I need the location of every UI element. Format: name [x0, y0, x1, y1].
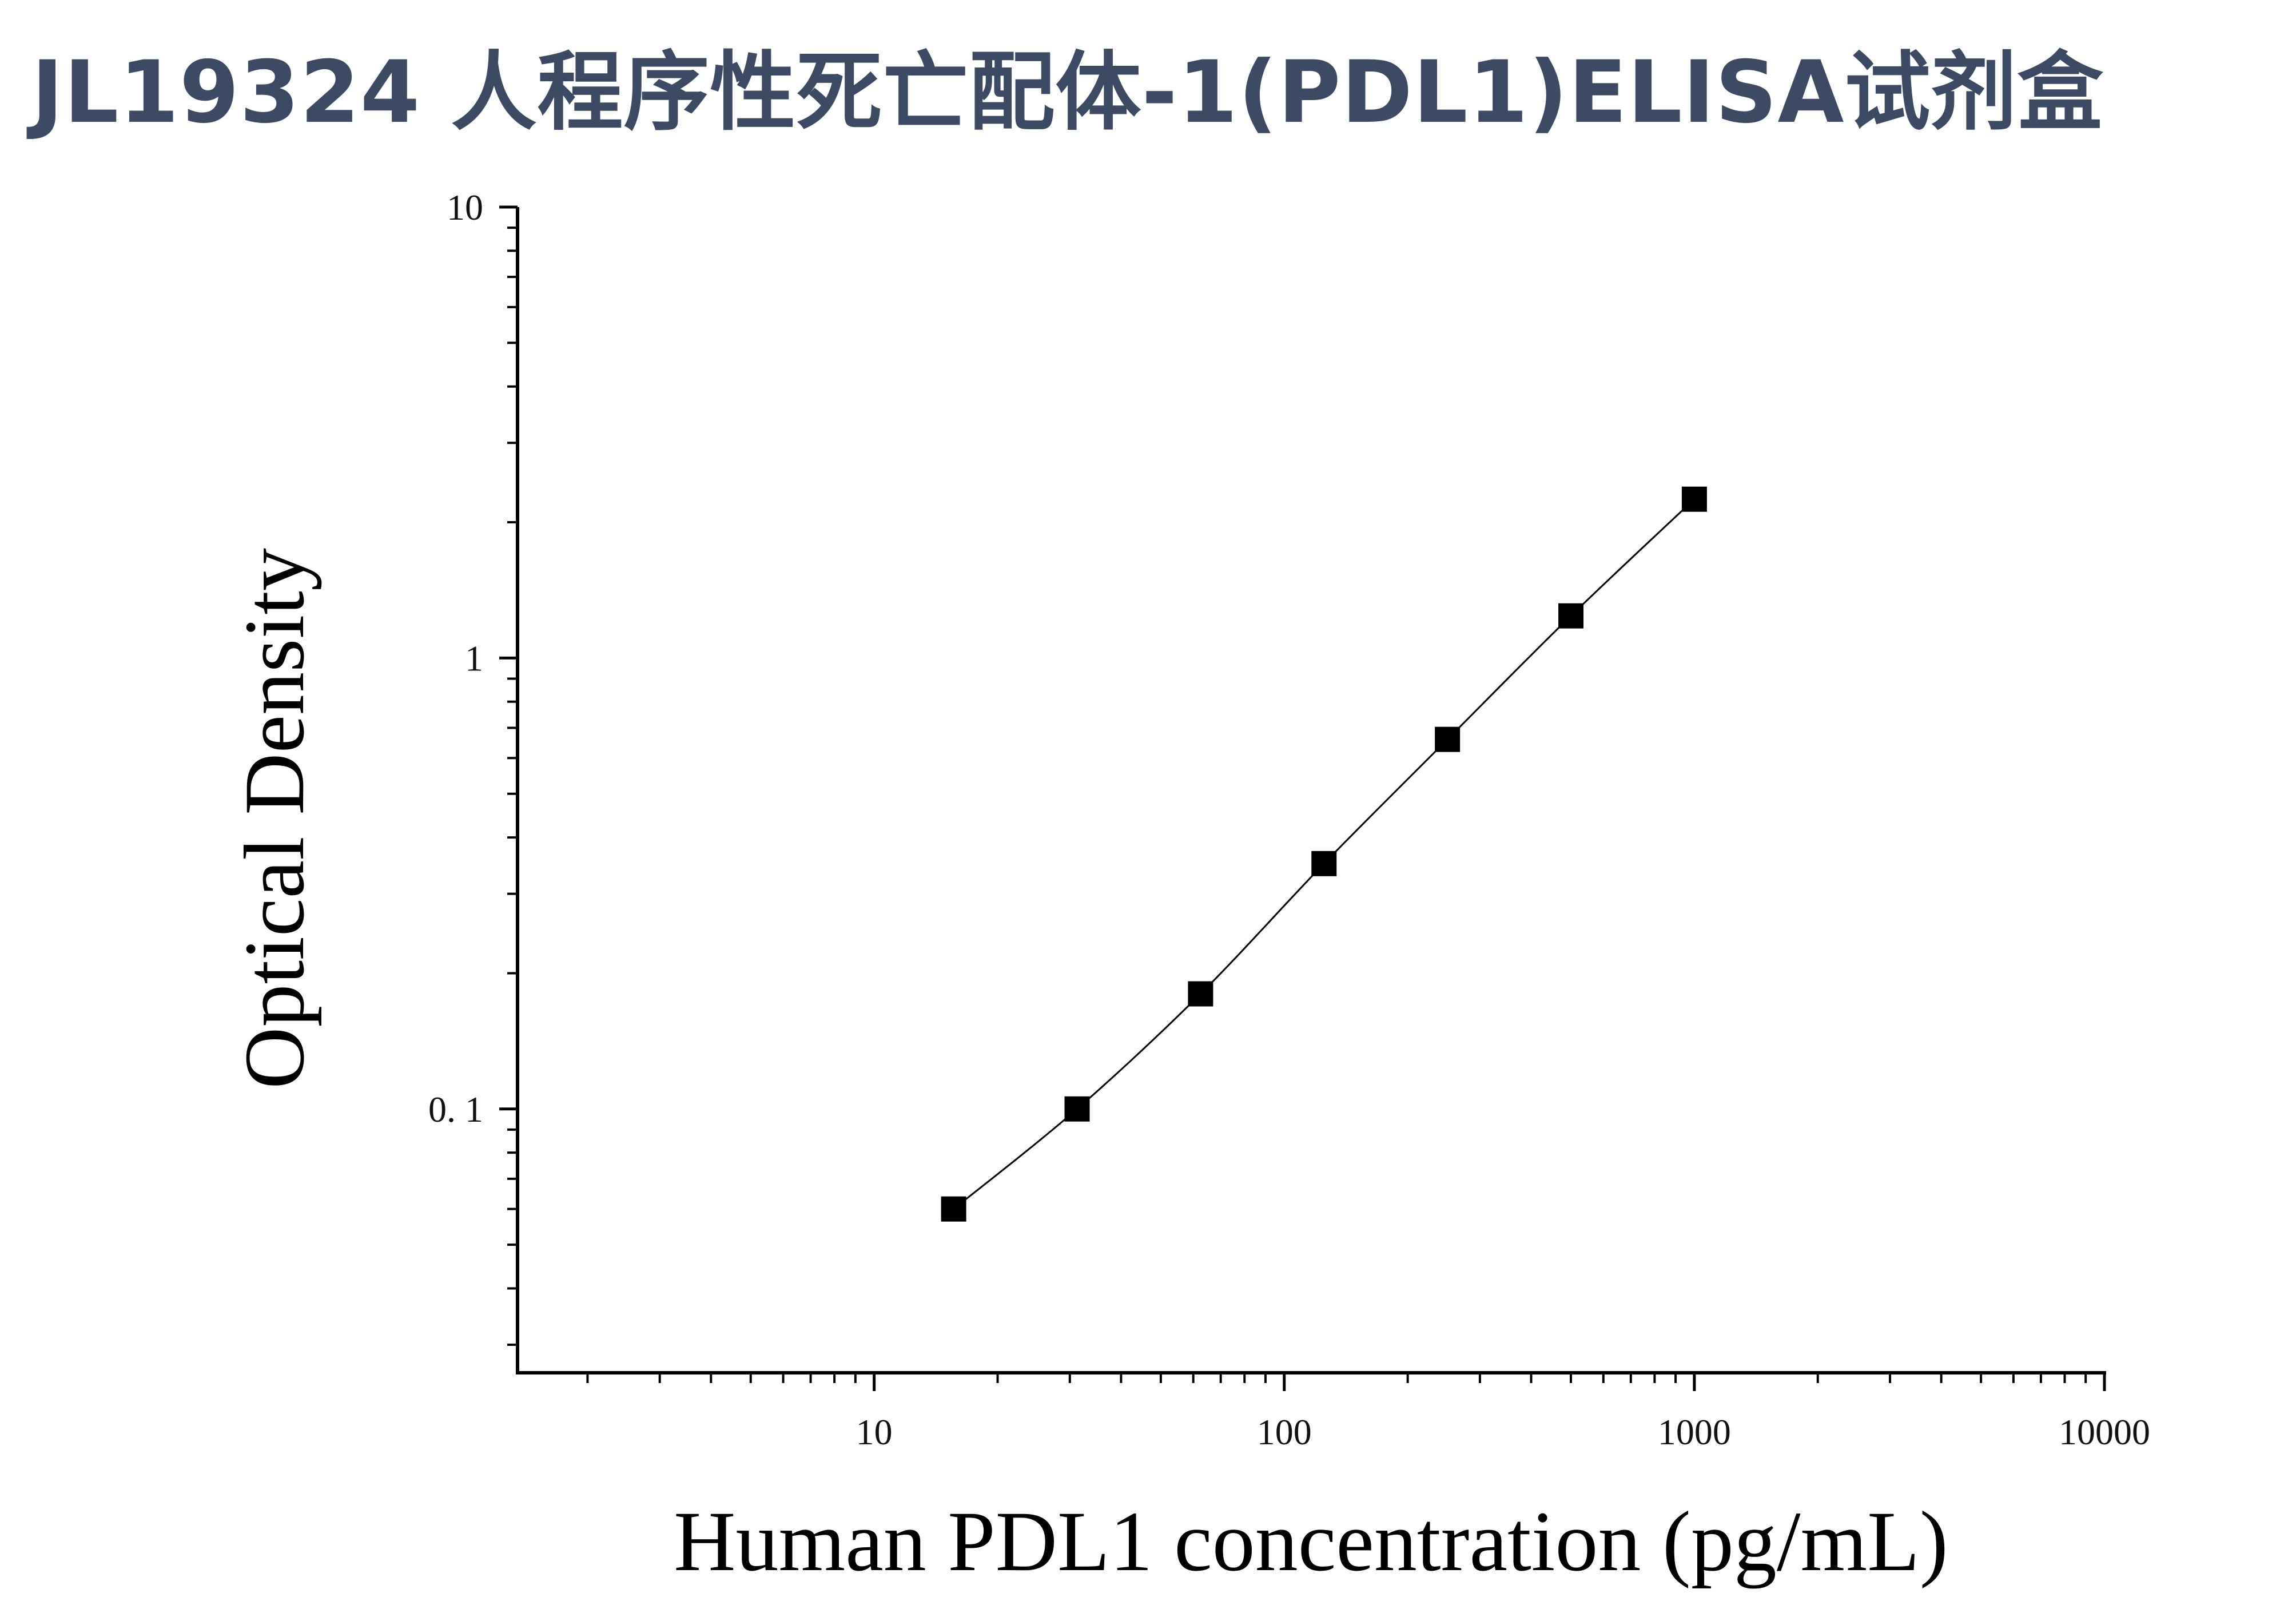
data-point: [1681, 486, 1707, 512]
y-tick-label: 0. 1: [428, 1089, 483, 1130]
data-point: [1188, 981, 1213, 1007]
data-point: [1311, 851, 1337, 876]
data-point: [1064, 1096, 1090, 1122]
x-tick-label: 100: [1257, 1412, 1312, 1452]
axes: [516, 207, 2106, 1374]
y-tick-label: 1: [465, 638, 483, 678]
x-tick-label: 1000: [1658, 1412, 1731, 1452]
x-tick-label: 10000: [2059, 1412, 2150, 1452]
y-tick-label: 10: [447, 187, 483, 228]
data-point: [1435, 726, 1461, 752]
data-point: [941, 1196, 966, 1222]
points: [941, 486, 1707, 1222]
x-axis-title: Human PDL1 concentration (pg/mL): [674, 1494, 1948, 1589]
x-tick-label: 10: [856, 1412, 893, 1452]
y-axis-title: Optical Density: [227, 548, 322, 1089]
data-point: [1558, 603, 1584, 629]
page-title: JL19324 人程序性死亡配体-1(PDL1)ELISA试剂盒: [31, 43, 2104, 142]
ticks: 10 100 1000 10000 0. 1 1 10: [428, 187, 2150, 1452]
